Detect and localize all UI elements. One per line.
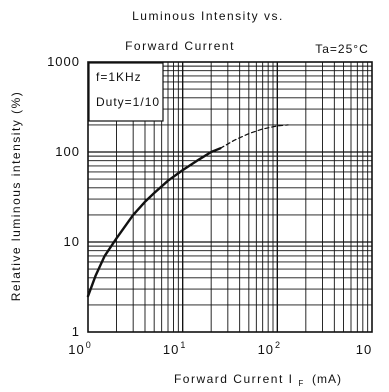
y-tick-label: 1 (72, 324, 80, 339)
legend-box-frame (88, 62, 164, 122)
chart-title-line1: Luminous Intensity vs. (132, 9, 284, 23)
x-tick-labels: 100 101 102 10 (68, 340, 372, 357)
x-tick-base: 10 (163, 342, 179, 357)
x-tick-base: 10 (68, 342, 84, 357)
x-tick-exponent: 0 (86, 340, 92, 350)
x-axis-label: Forward Current I F (mA) (174, 372, 342, 389)
plot-frame (87, 61, 373, 333)
chart-title-line2: Forward Current (125, 39, 235, 53)
plot-area-border (87, 61, 373, 333)
series-line-solid (86, 147, 222, 298)
x-axis-label-main: Forward Current I (174, 372, 294, 386)
x-tick-label: 100 (68, 340, 91, 357)
x-tick-base: 10 (258, 342, 274, 357)
y-tick-labels: 1 10 100 1000 (47, 54, 80, 339)
y-tick-label: 10 (64, 234, 80, 249)
x-axis-label-unit: (mA) (312, 372, 342, 386)
x-tick-exponent: 2 (275, 340, 281, 350)
series-line-dashed (219, 124, 289, 149)
y-axis-label: Relative luminous intensity (%) (9, 91, 23, 302)
grid (88, 62, 372, 332)
y-tick-label: 1000 (47, 54, 80, 69)
data-series (86, 124, 289, 298)
x-tick-label: 10 (356, 342, 372, 357)
x-tick-label: 101 (163, 340, 186, 357)
frequency-annotation: f=1KHz (96, 70, 142, 84)
ta-annotation: Ta=25°C (315, 42, 369, 56)
x-axis-label-subscript: F (298, 379, 303, 388)
x-tick-base: 10 (356, 342, 372, 357)
x-tick-label: 102 (258, 340, 281, 357)
x-tick-exponent: 1 (180, 340, 186, 350)
duty-annotation: Duty=1/10 (96, 95, 160, 109)
legend-box: f=1KHz Duty=1/10 (88, 62, 164, 122)
y-tick-label: 100 (55, 144, 80, 159)
